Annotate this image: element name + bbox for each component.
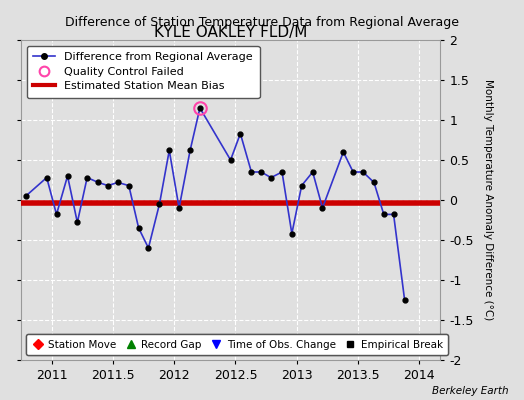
Difference from Regional Average (145, 246, 151, 250)
Title: KYLE OAKLEY FLD/M: KYLE OAKLEY FLD/M (154, 25, 307, 40)
Difference from Regional Average (126, 183, 132, 188)
Difference from Regional Average (23, 194, 29, 198)
Difference from Regional Average (237, 131, 244, 136)
Difference from Regional Average (350, 170, 356, 174)
Difference from Regional Average (289, 231, 295, 236)
Difference from Regional Average (390, 212, 397, 217)
Difference from Regional Average (84, 175, 90, 180)
Difference from Regional Average (43, 175, 50, 180)
Difference from Regional Average (136, 226, 142, 230)
Difference from Regional Average (227, 158, 234, 162)
Difference from Regional Average (279, 170, 285, 174)
Difference from Regional Average (166, 148, 172, 153)
Difference from Regional Average (115, 180, 121, 185)
Difference from Regional Average (53, 212, 60, 217)
Difference from Regional Average (340, 150, 346, 154)
Text: Difference of Station Temperature Data from Regional Average: Difference of Station Temperature Data f… (65, 16, 459, 29)
Difference from Regional Average (360, 170, 366, 174)
Difference from Regional Average (105, 183, 111, 188)
Difference from Regional Average (371, 180, 377, 185)
Difference from Regional Average (401, 298, 408, 302)
Text: Berkeley Earth: Berkeley Earth (432, 386, 508, 396)
Difference from Regional Average (187, 148, 193, 153)
Difference from Regional Average (268, 175, 274, 180)
Line: Difference from Regional Average: Difference from Regional Average (24, 106, 407, 302)
Difference from Regional Average (299, 183, 305, 188)
Difference from Regional Average (74, 220, 81, 225)
Difference from Regional Average (258, 170, 264, 174)
Legend: Station Move, Record Gap, Time of Obs. Change, Empirical Break: Station Move, Record Gap, Time of Obs. C… (26, 334, 448, 355)
Difference from Regional Average (380, 212, 387, 217)
Difference from Regional Average (156, 202, 162, 206)
Difference from Regional Average (197, 106, 203, 110)
Difference from Regional Average (95, 180, 101, 185)
Difference from Regional Average (319, 206, 325, 210)
Difference from Regional Average (64, 174, 71, 178)
Difference from Regional Average (310, 170, 316, 174)
Difference from Regional Average (248, 170, 255, 174)
Y-axis label: Monthly Temperature Anomaly Difference (°C): Monthly Temperature Anomaly Difference (… (483, 79, 493, 321)
Difference from Regional Average (176, 206, 182, 210)
